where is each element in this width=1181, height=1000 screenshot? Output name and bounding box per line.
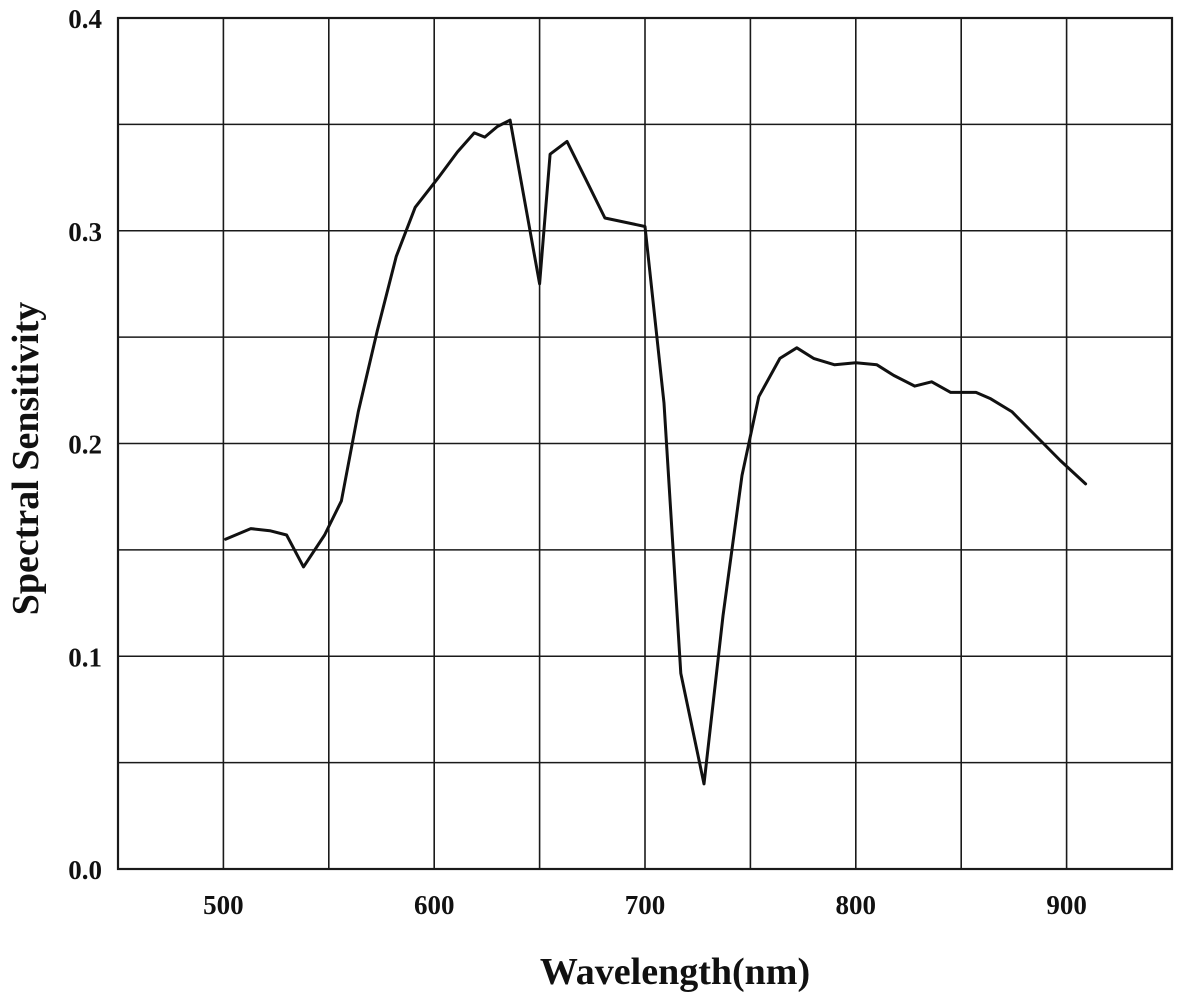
y-tick-label: 0.4 bbox=[68, 4, 102, 34]
x-tick-label: 700 bbox=[625, 890, 666, 920]
x-tick-label: 600 bbox=[414, 890, 455, 920]
plot-area-frame bbox=[116, 16, 1174, 871]
y-tick-label: 0.3 bbox=[68, 217, 102, 247]
x-tick-label: 500 bbox=[203, 890, 244, 920]
y-tick-label: 0.0 bbox=[68, 855, 102, 885]
y-tick-labels: 0.0 0.1 0.2 0.3 0.4 bbox=[68, 4, 102, 885]
x-axis-title: Wavelength(nm) bbox=[540, 951, 810, 993]
series-layer bbox=[224, 118, 1088, 786]
y-tick-label: 0.2 bbox=[68, 430, 102, 460]
x-tick-label: 900 bbox=[1046, 890, 1087, 920]
y-tick-label: 0.1 bbox=[68, 642, 102, 672]
y-axis-title: Spectral Sensitivity bbox=[5, 302, 47, 615]
grid bbox=[118, 18, 1172, 869]
series-line bbox=[224, 118, 1088, 786]
x-tick-labels: 500 600 700 800 900 bbox=[203, 890, 1087, 920]
x-tick-label: 800 bbox=[836, 890, 877, 920]
